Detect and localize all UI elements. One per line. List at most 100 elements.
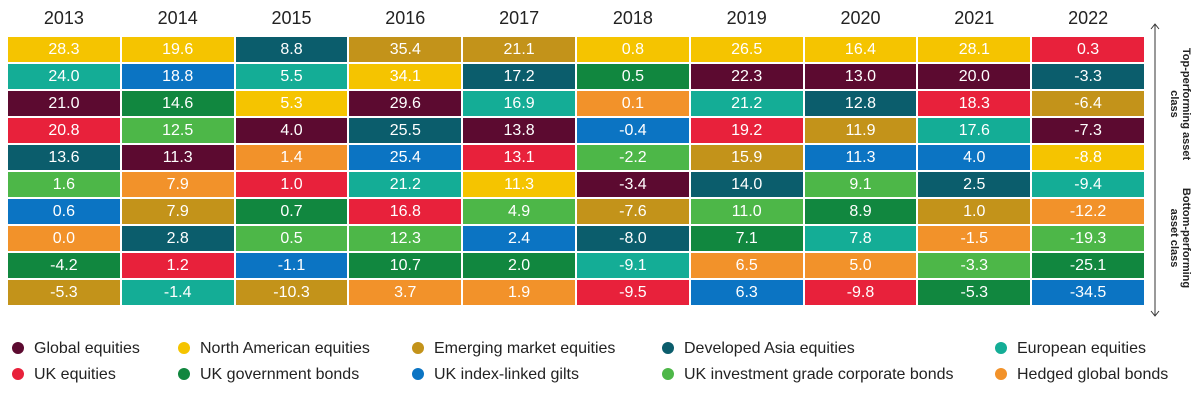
cell: 28.3 xyxy=(7,36,121,63)
legend-item: Developed Asia equities xyxy=(662,340,855,358)
cell: 1.6 xyxy=(7,171,121,198)
cell: 12.8 xyxy=(803,90,918,117)
legend-dot xyxy=(662,368,674,380)
year-header: 2015 xyxy=(271,8,312,28)
cell: 28.1 xyxy=(917,36,1032,63)
cell: 18.3 xyxy=(917,90,1032,117)
year-header: 2019 xyxy=(726,8,767,28)
cell: 0.6 xyxy=(7,198,121,225)
cell: 2.5 xyxy=(917,171,1032,198)
cell: -6.4 xyxy=(1031,90,1145,117)
cell: 14.0 xyxy=(689,171,804,198)
cell: 0.5 xyxy=(234,225,349,252)
year-header: 2013 xyxy=(43,8,84,28)
cell: 4.0 xyxy=(234,117,349,144)
legend-item: UK government bonds xyxy=(178,366,359,384)
top-label: Top-performing asset class xyxy=(1168,47,1192,161)
cell: 11.9 xyxy=(803,117,918,144)
cell: 6.3 xyxy=(689,279,804,306)
legend-dot xyxy=(12,368,24,380)
legend-label: UK equities xyxy=(34,366,116,383)
cell: 13.6 xyxy=(7,144,121,171)
cell: -4.2 xyxy=(7,252,121,279)
cell: -9.5 xyxy=(576,279,690,306)
legend-item: Global equities xyxy=(12,340,140,358)
legend-item: Emerging market equities xyxy=(412,340,615,358)
cell: -5.3 xyxy=(7,279,121,306)
legend-label: UK investment grade corporate bonds xyxy=(684,366,954,383)
cell: 5.5 xyxy=(234,63,349,90)
cell: 15.9 xyxy=(689,144,804,171)
legend-dot xyxy=(662,342,674,354)
cell: -1.1 xyxy=(234,252,349,279)
legend-label: Emerging market equities xyxy=(434,340,616,357)
cell: 11.3 xyxy=(803,144,918,171)
cell: 0.3 xyxy=(1031,36,1145,63)
cell: 1.0 xyxy=(234,171,349,198)
legend-label: Global equities xyxy=(34,340,140,357)
cell: 20.8 xyxy=(7,117,121,144)
legend-label: UK government bonds xyxy=(200,366,360,383)
legend-label: Developed Asia equities xyxy=(684,340,855,357)
cell: 17.6 xyxy=(917,117,1032,144)
cell: 14.6 xyxy=(120,90,235,117)
legend-label: European equities xyxy=(1017,340,1146,357)
cell: 13.1 xyxy=(462,144,576,171)
cell: 19.2 xyxy=(689,117,804,144)
cell: -7.6 xyxy=(576,198,690,225)
cell: 10.7 xyxy=(348,252,463,279)
cell: 8.9 xyxy=(803,198,918,225)
legend-item: North American equities xyxy=(178,340,370,358)
cell: -9.4 xyxy=(1031,171,1145,198)
legend-dot xyxy=(412,368,424,380)
legend-item: Hedged global bonds xyxy=(995,366,1168,384)
cell: 19.6 xyxy=(120,36,235,63)
cell: 22.3 xyxy=(689,63,804,90)
cell: -2.2 xyxy=(576,144,690,171)
cell: 7.9 xyxy=(120,171,235,198)
cell: 11.0 xyxy=(689,198,804,225)
cell: 29.6 xyxy=(348,90,463,117)
legend-label: UK index-linked gilts xyxy=(434,366,579,383)
cell: 2.0 xyxy=(462,252,576,279)
cell: 17.2 xyxy=(462,63,576,90)
cell: 25.4 xyxy=(348,144,463,171)
cell: -7.3 xyxy=(1031,117,1145,144)
cell: -9.1 xyxy=(576,252,690,279)
cell: 21.1 xyxy=(462,36,576,63)
cell: 4.9 xyxy=(462,198,576,225)
cell: -9.8 xyxy=(803,279,918,306)
cell: 16.9 xyxy=(462,90,576,117)
year-header: 2017 xyxy=(499,8,540,28)
year-header: 2018 xyxy=(612,8,653,28)
cell: 16.4 xyxy=(803,36,918,63)
cell: 24.0 xyxy=(7,63,121,90)
cell: 21.0 xyxy=(7,90,121,117)
cell: 13.0 xyxy=(803,63,918,90)
legend-dot xyxy=(178,342,190,354)
legend-dot xyxy=(412,342,424,354)
cell: 1.9 xyxy=(462,279,576,306)
cell: 6.5 xyxy=(689,252,804,279)
year-header: 2014 xyxy=(157,8,198,28)
cell: 21.2 xyxy=(348,171,463,198)
legend-dot xyxy=(12,342,24,354)
year-header: 2021 xyxy=(954,8,995,28)
legend-label: Hedged global bonds xyxy=(1017,366,1169,383)
cell: 5.3 xyxy=(234,90,349,117)
cell: -19.3 xyxy=(1031,225,1145,252)
cell: 7.9 xyxy=(120,198,235,225)
legend-dot xyxy=(178,368,190,380)
cell: 5.0 xyxy=(803,252,918,279)
cell: -34.5 xyxy=(1031,279,1145,306)
cell: 11.3 xyxy=(462,171,576,198)
cell: -8.0 xyxy=(576,225,690,252)
cell: 2.4 xyxy=(462,225,576,252)
cell: -12.2 xyxy=(1031,198,1145,225)
legend-item: UK investment grade corporate bonds xyxy=(662,366,953,384)
cell: 20.0 xyxy=(917,63,1032,90)
cell: 1.4 xyxy=(234,144,349,171)
cell: 12.5 xyxy=(120,117,235,144)
cell: 3.7 xyxy=(348,279,463,306)
cell: 35.4 xyxy=(348,36,463,63)
